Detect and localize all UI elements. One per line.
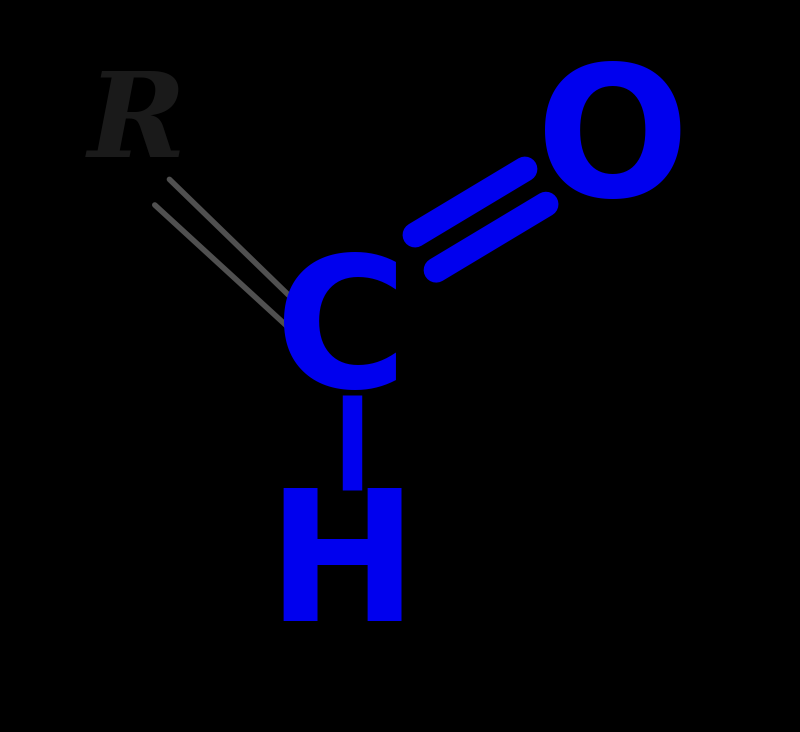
Text: O: O [535, 59, 689, 234]
Text: R: R [87, 67, 186, 182]
Text: C: C [275, 249, 408, 425]
Text: H: H [266, 483, 417, 659]
